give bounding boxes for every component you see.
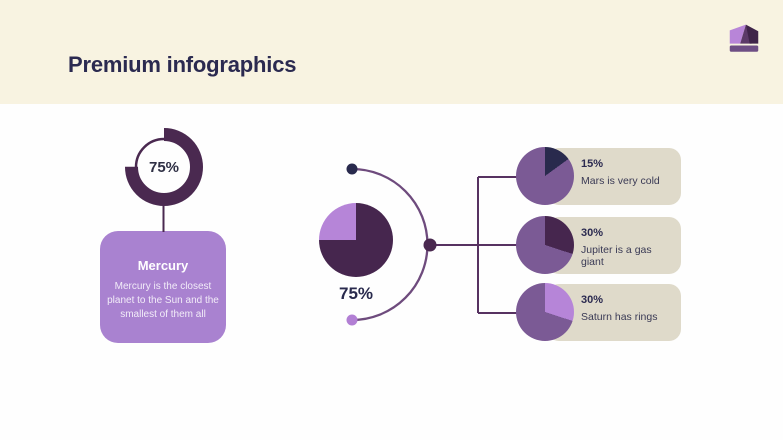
crown-icon — [729, 24, 759, 52]
mercury-card-description: Mercury is the closest planet to the Sun… — [107, 281, 219, 320]
donut-remainder-arc — [134, 137, 194, 197]
center-pie-chart — [319, 203, 393, 277]
saturn-pie-chart — [516, 283, 574, 341]
donut-percent-label: 75% — [148, 158, 180, 176]
timeline-dot-bottom — [346, 314, 358, 326]
planet-text: Saturn has rings — [581, 311, 658, 323]
planet-text: Mars is very cold — [581, 175, 660, 187]
planet-percent: 15% — [581, 158, 604, 170]
planet-percent: 30% — [581, 227, 604, 239]
jupiter-pie-chart — [516, 216, 574, 274]
timeline-dot-top — [346, 163, 358, 175]
crown-band — [729, 45, 759, 52]
mercury-donut-chart — [125, 128, 203, 206]
mercury-card: Mercury Mercury is the closest planet to… — [100, 231, 226, 343]
planet-text: Jupiter is a gas giant — [581, 244, 652, 268]
donut-filled-arc — [125, 128, 203, 206]
crown-right-facet — [745, 24, 759, 44]
header-band: Premium infographics — [0, 0, 783, 104]
crown-left-facet — [729, 24, 746, 44]
branch-lines — [430, 176, 517, 314]
mercury-card-title: Mercury — [137, 258, 189, 273]
mars-pie-chart — [516, 147, 574, 205]
timeline-dot-middle — [423, 238, 437, 252]
center-pie-label: 75% — [338, 284, 374, 303]
page-title: Premium infographics — [68, 52, 297, 77]
planet-percent: 30% — [581, 294, 604, 306]
crown-mid-facet — [740, 24, 752, 44]
